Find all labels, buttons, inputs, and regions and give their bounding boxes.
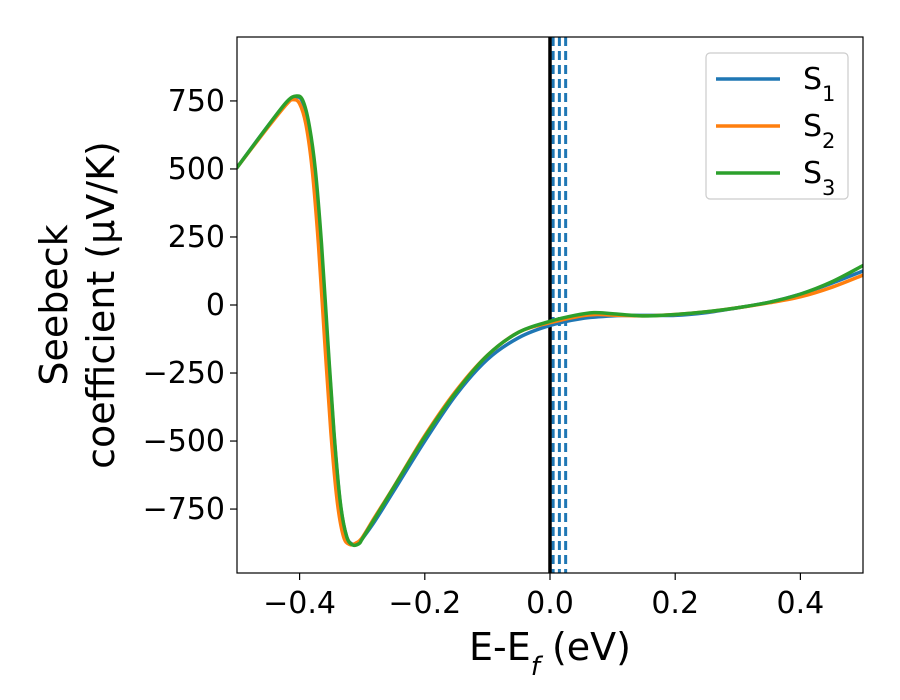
y-tick-label: 750 — [168, 84, 225, 119]
x-tick-label: 0.4 — [777, 586, 825, 621]
x-axis-label-main: E-E — [469, 625, 531, 669]
y-tick-label: 0 — [206, 288, 225, 323]
y-axis-label-line1: Seebeck — [32, 224, 76, 385]
legend-label-s1: S1 — [803, 62, 835, 106]
series-line-s3 — [237, 94, 863, 548]
y-tick-label: 500 — [168, 152, 225, 187]
x-tick-label: −0.2 — [388, 586, 461, 621]
legend-label-s3: S3 — [803, 156, 835, 200]
y-tick-label: −750 — [143, 492, 225, 527]
x-tick-label: 0.2 — [651, 586, 699, 621]
x-axis-label-unit: (eV) — [540, 625, 631, 669]
y-axis-label-line2: coefficient (μV/K) — [79, 141, 123, 469]
y-tick-label: 250 — [168, 220, 225, 255]
y-tick-label: −250 — [143, 356, 225, 391]
legend-label-s2: S2 — [803, 109, 835, 153]
y-tick-label: −500 — [143, 424, 225, 459]
x-tick-label: −0.4 — [263, 586, 336, 621]
x-axis-label: E-Ef (eV) — [469, 625, 631, 682]
x-tick-label: 0.0 — [526, 586, 574, 621]
